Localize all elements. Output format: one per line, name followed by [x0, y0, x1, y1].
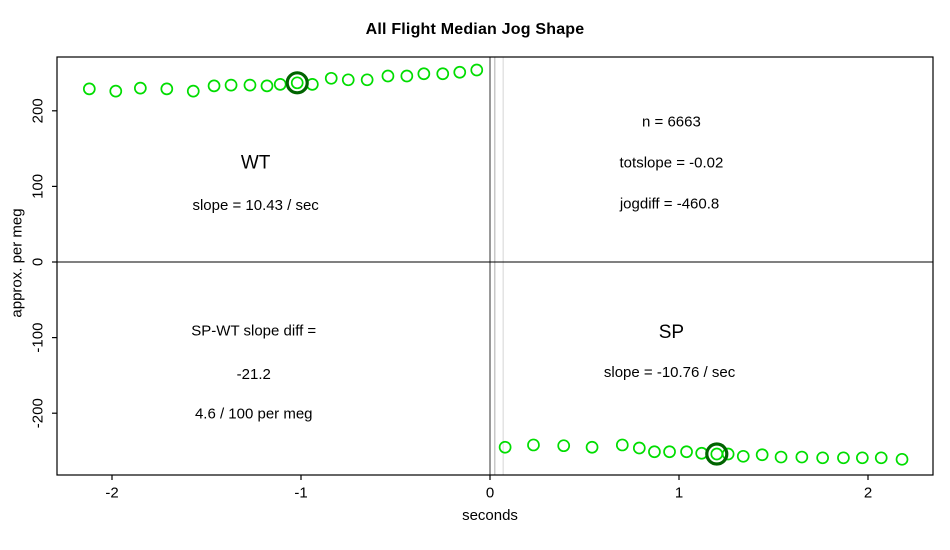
sp-data-point — [774, 450, 788, 464]
annotation-text: SP-WT slope diff = — [191, 322, 316, 339]
sp-data-point — [721, 447, 735, 461]
sp-data-point — [615, 438, 629, 452]
wt-data-point — [341, 73, 355, 87]
y-tick-label: 200 — [30, 98, 47, 123]
sp-data-point — [837, 451, 850, 465]
wt-data-point — [400, 69, 414, 83]
sp-data-point — [585, 440, 599, 454]
wt-data-point — [324, 71, 338, 85]
annotation-text: SP — [659, 322, 684, 343]
wt-data-point — [260, 79, 274, 93]
wt-data-point — [360, 73, 374, 87]
wt-data-point — [436, 67, 450, 81]
sp-data-point — [632, 441, 646, 455]
sp-data-point — [648, 445, 661, 459]
wt-data-point — [160, 82, 174, 96]
wt-data-point — [243, 78, 257, 92]
x-tick-label: 0 — [486, 485, 494, 502]
sp-data-point — [527, 438, 540, 452]
x-tick-label: -1 — [294, 485, 307, 502]
wt-data-point — [224, 78, 238, 92]
wt-data-point — [186, 84, 200, 98]
sp-data-point — [816, 451, 829, 465]
annotation-text: 4.6 / 100 per meg — [195, 405, 313, 422]
x-tick-label: -2 — [105, 485, 118, 502]
y-tick-label: -100 — [30, 323, 47, 353]
wt-data-point — [134, 81, 147, 95]
wt-data-point — [109, 84, 123, 98]
wt-data-point — [273, 77, 287, 91]
annotation-text: totslope = -0.02 — [620, 154, 724, 171]
annotation-text: slope = 10.43 / sec — [192, 197, 319, 214]
wt-data-point — [470, 63, 484, 77]
annotation-text: n = 6663 — [642, 114, 701, 131]
wt-data-point — [417, 67, 431, 81]
sp-data-point — [710, 447, 724, 461]
plot-frame — [56, 56, 934, 476]
annotation-text: jogdiff = -460.8 — [619, 195, 719, 212]
x-tick-label: 2 — [864, 485, 872, 502]
sp-data-point — [557, 439, 571, 453]
y-axis-label: approx. per meg — [8, 208, 26, 318]
sp-data-point — [663, 445, 676, 459]
x-axis-label: seconds — [462, 507, 518, 524]
wt-marked-point — [285, 71, 309, 95]
wt-data-point — [381, 69, 395, 83]
wt-data-point — [290, 76, 304, 90]
wt-data-point — [453, 65, 467, 79]
sp-marked-point — [705, 442, 729, 466]
y-tick-label: 100 — [30, 174, 47, 199]
wt-data-point — [82, 82, 96, 96]
annotation-text: slope = -10.76 / sec — [604, 364, 736, 381]
wt-data-point — [207, 79, 221, 93]
y-tick-label: -200 — [30, 398, 47, 428]
sp-data-point — [795, 450, 809, 464]
sp-data-point — [755, 448, 769, 462]
chart-title: All Flight Median Jog Shape — [365, 21, 585, 38]
sp-data-point — [498, 440, 512, 454]
sp-data-point — [874, 451, 888, 465]
annotation-text: -21.2 — [237, 366, 271, 383]
x-tick-label: 1 — [675, 485, 683, 502]
sp-data-point — [855, 451, 869, 465]
y-tick-label: 0 — [30, 258, 47, 266]
sp-data-point — [895, 452, 909, 466]
annotation-text: WT — [241, 152, 271, 173]
sp-data-point — [680, 445, 693, 459]
sp-data-point — [736, 449, 750, 463]
